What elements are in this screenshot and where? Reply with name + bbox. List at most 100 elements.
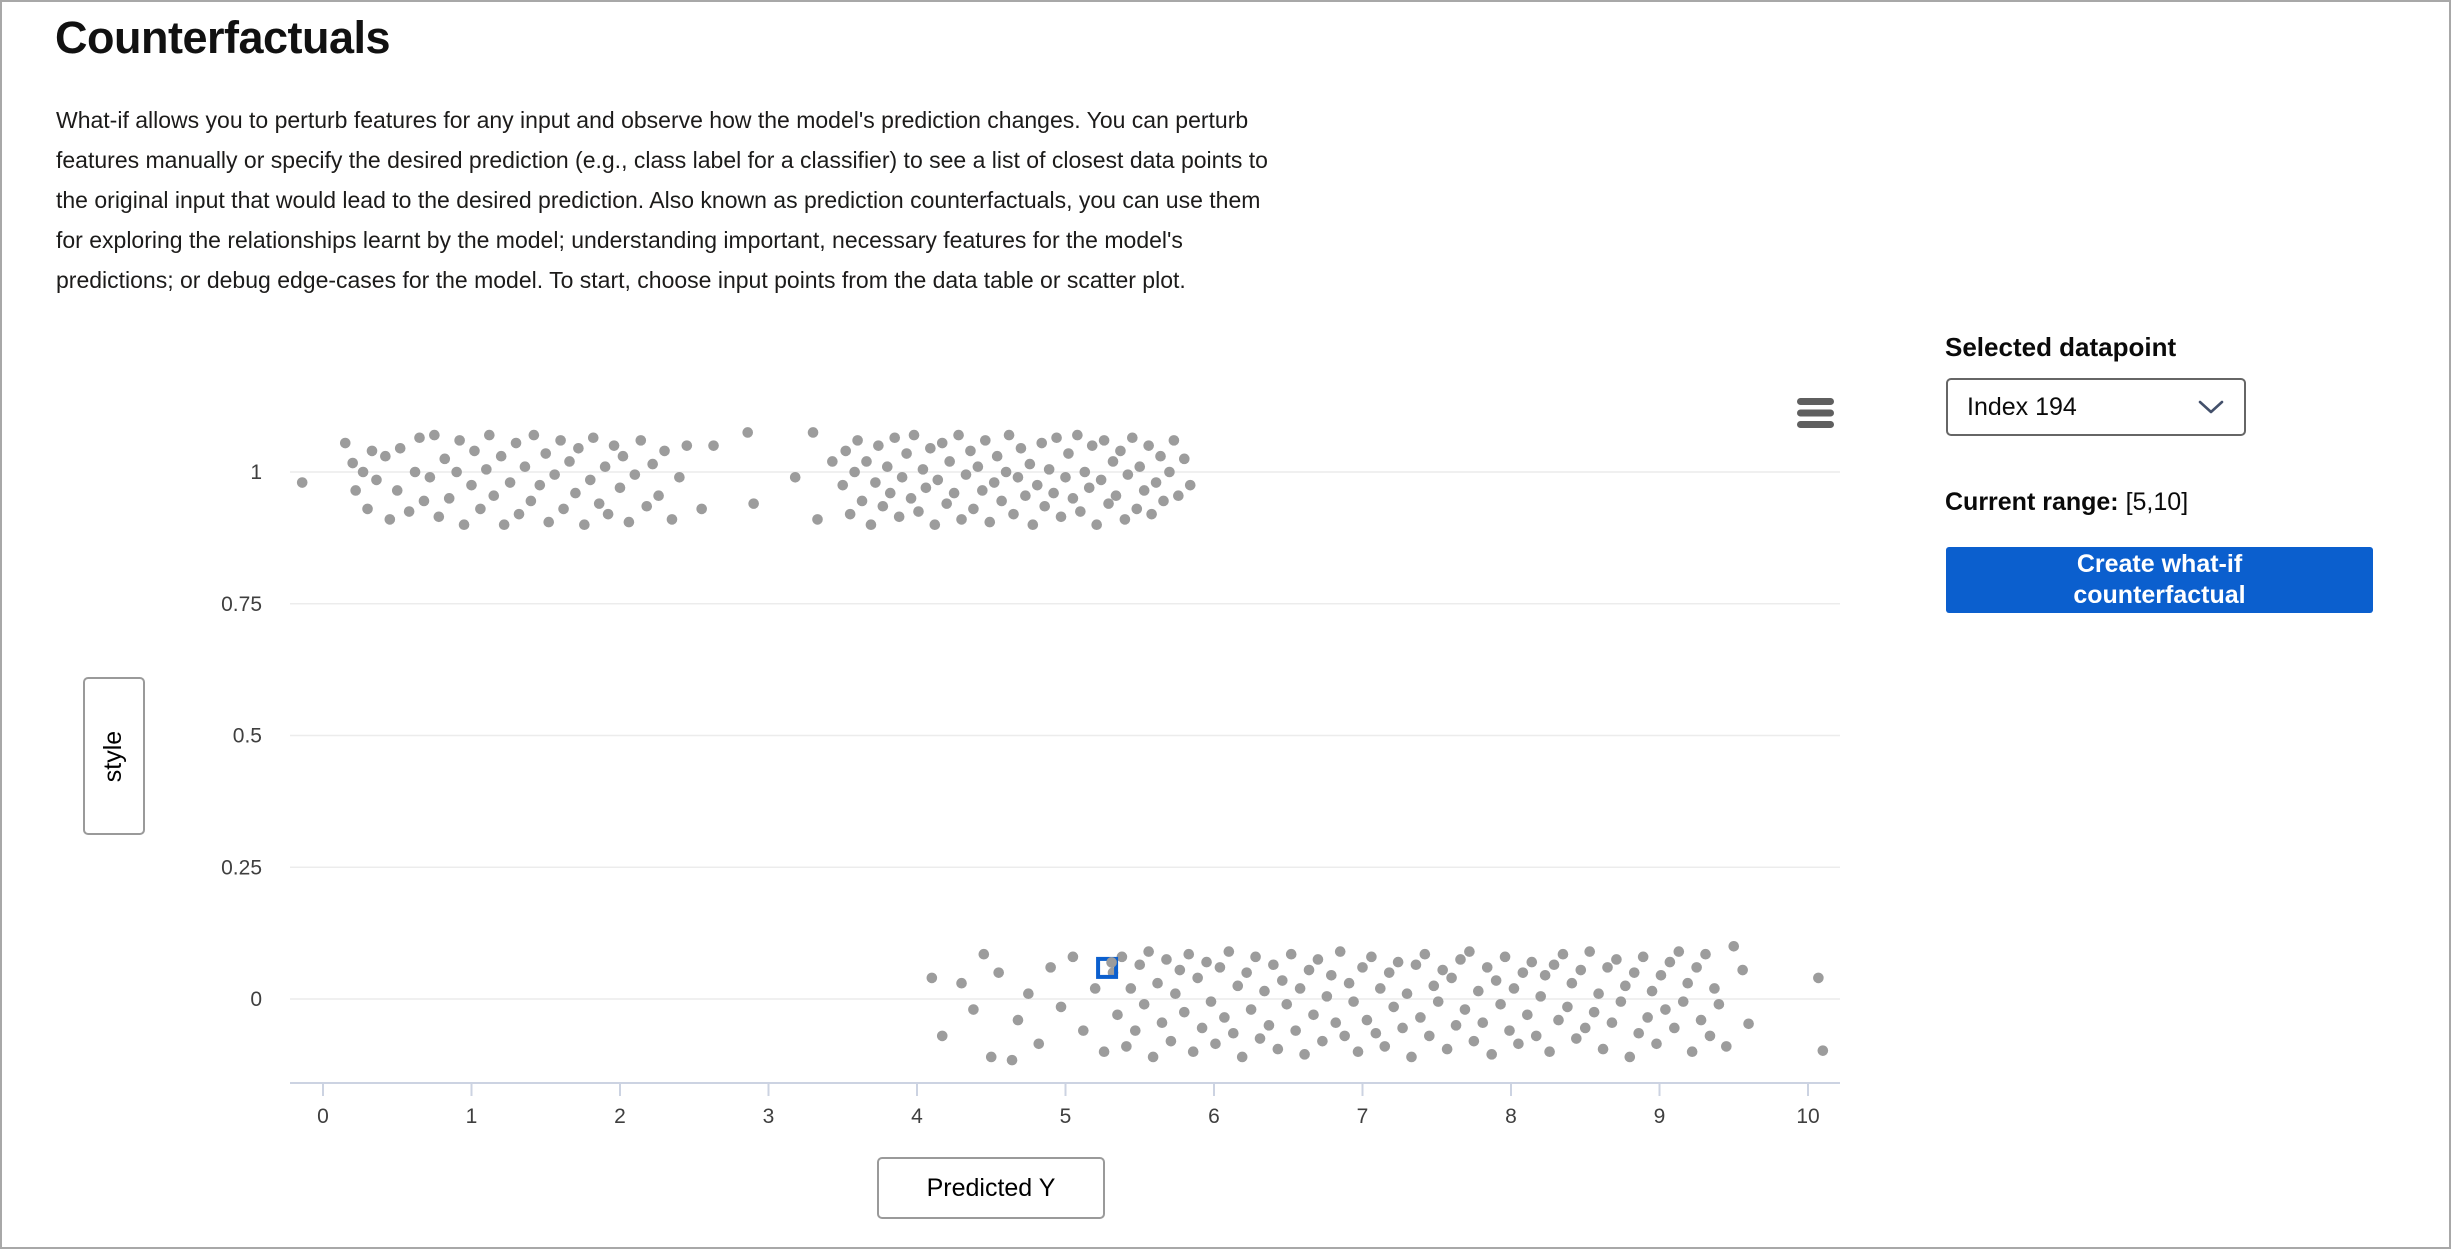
scatter-point[interactable]	[362, 503, 373, 515]
scatter-point[interactable]	[1562, 1001, 1573, 1013]
scatter-point[interactable]	[1115, 445, 1126, 457]
scatter-point[interactable]	[1700, 948, 1711, 960]
scatter-point[interactable]	[1024, 458, 1036, 470]
scatter-point[interactable]	[884, 487, 896, 499]
scatter-point[interactable]	[1015, 442, 1027, 454]
scatter-point[interactable]	[1642, 1012, 1653, 1023]
scatter-point[interactable]	[1486, 1049, 1497, 1060]
scatter-point[interactable]	[1664, 956, 1676, 968]
scatter-point[interactable]	[339, 437, 351, 449]
scatter-point[interactable]	[944, 456, 955, 467]
y-axis-title-button[interactable]: style	[83, 677, 145, 835]
scatter-point[interactable]	[1223, 946, 1235, 957]
scatter-point[interactable]	[965, 445, 976, 457]
scatter-point[interactable]	[1499, 951, 1511, 963]
scatter-point[interactable]	[1544, 1046, 1555, 1057]
scatter-point[interactable]	[1695, 1014, 1707, 1026]
scatter-point[interactable]	[932, 474, 944, 486]
scatter-point[interactable]	[840, 445, 852, 457]
scatter-point[interactable]	[443, 493, 455, 504]
scatter-point[interactable]	[1303, 964, 1315, 976]
scatter-point[interactable]	[1143, 946, 1154, 957]
scatter-point[interactable]	[1348, 996, 1359, 1007]
scatter-point[interactable]	[1039, 500, 1051, 512]
scatter-point[interactable]	[513, 508, 525, 520]
scatter-point[interactable]	[1517, 967, 1529, 978]
scatter-point[interactable]	[1048, 487, 1059, 499]
scatter-point[interactable]	[1078, 1025, 1089, 1036]
scatter-point[interactable]	[870, 477, 881, 488]
scatter-point[interactable]	[1095, 474, 1107, 486]
scatter-point[interactable]	[1432, 996, 1444, 1007]
scatter-point[interactable]	[498, 519, 510, 530]
scatter-point[interactable]	[659, 445, 670, 457]
scatter-point[interactable]	[614, 482, 626, 494]
scatter-point[interactable]	[1477, 1017, 1489, 1029]
scatter-point[interactable]	[1588, 1006, 1600, 1018]
scatter-point[interactable]	[1184, 479, 1196, 491]
scatter-point[interactable]	[1361, 1014, 1373, 1026]
scatter-point[interactable]	[988, 477, 1000, 488]
scatter-point[interactable]	[681, 440, 693, 451]
scatter-point[interactable]	[941, 498, 952, 509]
scatter-point[interactable]	[488, 490, 500, 502]
scatter-point[interactable]	[748, 498, 759, 509]
scatter-point[interactable]	[585, 474, 596, 486]
scatter-point[interactable]	[1122, 469, 1134, 480]
scatter-point[interactable]	[475, 503, 486, 515]
scatter-point[interactable]	[1308, 1009, 1319, 1021]
scatter-point[interactable]	[357, 466, 369, 478]
scatter-point[interactable]	[984, 516, 996, 528]
scatter-point[interactable]	[882, 461, 893, 473]
scatter-point[interactable]	[1704, 1030, 1716, 1042]
scatter-point[interactable]	[1548, 959, 1560, 971]
scatter-point[interactable]	[1579, 1022, 1591, 1034]
scatter-point[interactable]	[1277, 975, 1288, 986]
scatter-point[interactable]	[968, 503, 979, 515]
scatter-point[interactable]	[1628, 967, 1640, 978]
scatter-point[interactable]	[1179, 1006, 1190, 1018]
scatter-point[interactable]	[1055, 1001, 1067, 1013]
scatter-point[interactable]	[403, 506, 415, 517]
scatter-point[interactable]	[1196, 1022, 1208, 1034]
scatter-point[interactable]	[852, 435, 863, 446]
scatter-point[interactable]	[635, 435, 647, 446]
scatter-point[interactable]	[1173, 490, 1184, 502]
scatter-point[interactable]	[1713, 998, 1725, 1010]
scatter-point[interactable]	[540, 448, 552, 459]
scatter-point[interactable]	[1530, 1030, 1542, 1042]
scatter-point[interactable]	[1079, 466, 1091, 478]
scatter-point[interactable]	[1677, 996, 1689, 1007]
scatter-point[interactable]	[1535, 991, 1546, 1002]
scatter-point[interactable]	[391, 485, 403, 496]
scatter-point[interactable]	[525, 495, 537, 507]
scatter-point[interactable]	[865, 519, 877, 530]
scatter-point[interactable]	[1086, 440, 1098, 451]
scatter-point[interactable]	[893, 511, 905, 523]
scatter-point[interactable]	[1655, 969, 1667, 981]
scatter-point[interactable]	[1660, 1004, 1671, 1015]
scatter-point[interactable]	[1232, 980, 1244, 992]
scatter-point[interactable]	[1424, 1030, 1435, 1042]
scatter-point[interactable]	[674, 471, 685, 483]
scatter-point[interactable]	[1155, 450, 1166, 462]
scatter-point[interactable]	[901, 448, 912, 459]
scatter-point[interactable]	[696, 503, 707, 515]
scatter-point[interactable]	[708, 440, 719, 451]
scatter-point[interactable]	[1620, 980, 1631, 992]
scatter-point[interactable]	[980, 435, 991, 446]
scatter-point[interactable]	[1646, 985, 1658, 997]
scatter-point[interactable]	[1817, 1045, 1829, 1056]
scatter-point[interactable]	[1473, 985, 1484, 997]
scatter-point[interactable]	[1593, 988, 1604, 1000]
scatter-point[interactable]	[599, 461, 611, 473]
scatter-point[interactable]	[579, 519, 590, 530]
scatter-point[interactable]	[861, 456, 872, 467]
scatter-point[interactable]	[573, 442, 584, 454]
scatter-point[interactable]	[384, 514, 396, 525]
scatter-point[interactable]	[993, 967, 1004, 978]
scatter-point[interactable]	[917, 464, 929, 475]
scatter-point[interactable]	[789, 471, 801, 483]
scatter-point[interactable]	[1709, 983, 1720, 994]
scatter-point[interactable]	[1031, 479, 1043, 491]
